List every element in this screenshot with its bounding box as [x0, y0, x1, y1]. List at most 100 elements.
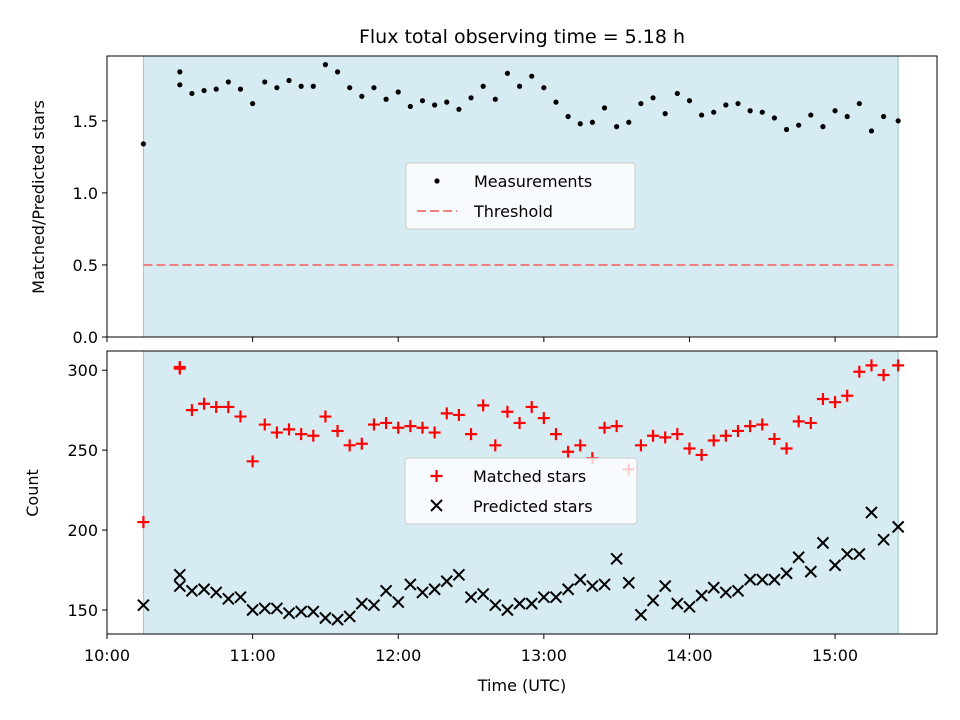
predicted-star-point [355, 597, 369, 610]
measurement-point [589, 119, 595, 125]
matched-star-point [404, 420, 417, 433]
bottom-y-tick-label: 300 [67, 361, 98, 380]
matched-star-point [392, 421, 405, 434]
measurement-point [444, 99, 450, 105]
matched-star-point [283, 423, 296, 436]
measurement-point [868, 128, 875, 134]
top-y-ticks: 0.0 0.5 1.0 1.5 [73, 112, 107, 347]
top-y-tick-label: 0.0 [73, 328, 98, 347]
matched-star-point [853, 365, 866, 378]
matched-star-point [185, 404, 198, 417]
matched-star-point [829, 396, 842, 409]
measurement-point [895, 118, 901, 124]
measurement-point [577, 121, 583, 127]
bottom-y-axis-label: Count [23, 469, 42, 517]
bottom-y-ticks: 150 200 250 300 [67, 361, 107, 620]
predicted-star-point [270, 602, 284, 615]
measurement-point [213, 86, 219, 92]
top-y-axis-label: Matched/Predicted stars [29, 100, 48, 294]
measurement-point [662, 111, 668, 117]
matched-star-point [707, 434, 720, 447]
predicted-star-point [416, 586, 429, 599]
measurement-point [407, 103, 413, 110]
top-y-tick-label: 0.5 [73, 256, 98, 275]
predicted-star-point [173, 568, 187, 582]
measurement-point [177, 82, 183, 88]
measurement-point [383, 96, 389, 102]
measurement-point [796, 122, 802, 128]
measurement-point [371, 85, 377, 91]
predicted-star-point [683, 600, 696, 614]
top-panel: 0.0 0.5 1.0 1.5 Matched/Predicted stars Mea… [29, 55, 938, 347]
predicted-star-point [891, 520, 905, 534]
measurement-point [808, 112, 814, 118]
matched-star-point [416, 421, 429, 434]
predicted-star-point [367, 599, 381, 612]
predicted-star-point [307, 605, 320, 618]
predicted-star-point [561, 583, 575, 596]
x-tick-label: 11:00 [230, 646, 276, 665]
measurement-point [723, 102, 729, 108]
predicted-star-point [258, 602, 271, 615]
matched-star-point [744, 420, 757, 433]
predicted-star-point [586, 579, 599, 593]
measurement-point [262, 79, 268, 85]
matched-star-point [477, 399, 490, 412]
predicted-star-point [743, 573, 757, 586]
measurement-point [177, 69, 183, 75]
matched-star-point [562, 445, 575, 458]
predicted-star-point [501, 603, 514, 617]
legend-matched-label: Matched stars [473, 467, 586, 486]
bottom-y-tick-label: 150 [67, 601, 98, 620]
predicted-star-point [731, 584, 745, 598]
x-tick-label: 13:00 [521, 646, 567, 665]
bottom-panel: 150 200 250 300 10:00 11:00 12:00 13:00 14:00 15… [23, 350, 938, 695]
matched-star-point [246, 455, 259, 468]
matched-star-point [683, 442, 696, 455]
matched-star-point [731, 424, 744, 437]
predicted-star-point [780, 567, 793, 580]
measurement-point [541, 85, 547, 91]
matched-star-point [792, 415, 805, 428]
predicted-star-point [428, 583, 441, 596]
measurement-point [140, 141, 147, 147]
predicted-star-point [331, 613, 344, 626]
predicted-star-point [707, 581, 720, 594]
predicted-star-point [404, 578, 417, 591]
predicted-star-point [877, 533, 890, 546]
predicted-star-point [173, 579, 187, 593]
matched-star-point [804, 416, 817, 429]
measurement-point [189, 90, 195, 97]
measurement-point [686, 98, 693, 104]
x-tick-label: 15:00 [812, 646, 858, 665]
x-tick-label: 14:00 [666, 646, 712, 665]
bottom-legend-box [404, 457, 638, 525]
legend-measurements-label: Measurements [474, 172, 592, 191]
measurement-point [832, 108, 838, 114]
predicted-star-point [343, 610, 356, 623]
matched-star-point [307, 429, 320, 442]
matched-star-point [671, 428, 684, 441]
predicted-star-point [537, 591, 551, 604]
measurement-point [516, 83, 523, 89]
measurement-point [626, 119, 632, 125]
measurement-point [286, 77, 292, 84]
matched-star-point [270, 426, 283, 439]
top-x-ticks [106, 337, 836, 342]
measurement-point [322, 62, 329, 68]
predicted-star-point [853, 547, 866, 561]
measurement-point [492, 96, 498, 102]
measurement-point [856, 100, 862, 107]
measurement-point [250, 100, 256, 107]
legend-predicted-marker [430, 499, 443, 512]
predicted-star-point [671, 597, 684, 610]
matched-star-point [367, 418, 380, 431]
predicted-star-point [319, 611, 332, 625]
predicted-star-point [452, 568, 466, 582]
matched-star-point [440, 407, 453, 420]
matched-star-point [343, 439, 356, 452]
matched-star-point [756, 418, 769, 431]
matched-star-point [210, 400, 223, 413]
predicted-star-point [513, 597, 526, 610]
predicted-star-point [804, 565, 818, 578]
